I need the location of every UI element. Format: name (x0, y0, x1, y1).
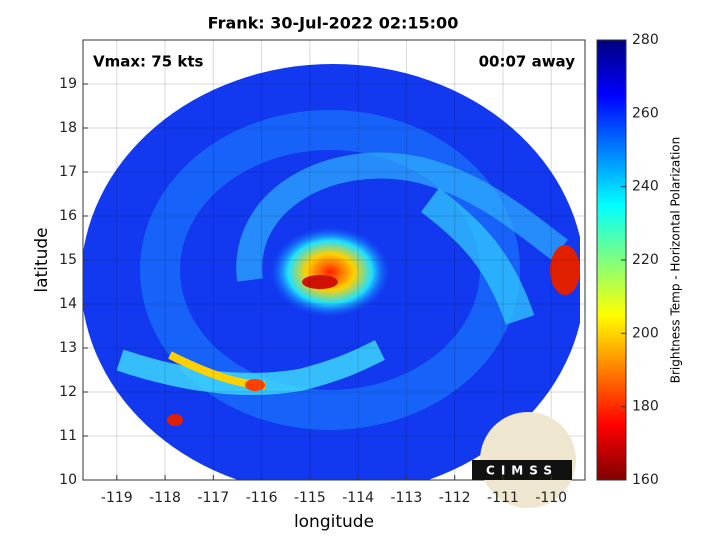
x-tick-label: -119 (101, 490, 133, 506)
x-tick-label: -113 (391, 490, 423, 506)
y-tick-label: 18 (59, 120, 77, 136)
colorbar-label: Brightness Temp - Horizontal Polarizatio… (669, 137, 683, 384)
colorbar-tick-label: 240 (632, 179, 659, 195)
x-tick-label: -115 (294, 490, 326, 506)
y-tick-label: 16 (59, 208, 77, 224)
colorbar-tick-label: 200 (632, 325, 659, 341)
colorbar-tick-label: 220 (632, 252, 659, 268)
colorbar-tick-label: 260 (632, 105, 659, 121)
colorbar-tick-label: 280 (632, 32, 659, 48)
microwave-image (83, 64, 580, 480)
y-axis-label: latitude (32, 227, 52, 292)
x-tick-label: -114 (342, 490, 374, 506)
rainband (420, 188, 535, 325)
y-tick-label: 15 (59, 252, 77, 268)
colorbar-tick-label: 160 (632, 472, 659, 488)
rainband (116, 340, 385, 395)
y-tick-label: 13 (59, 340, 77, 356)
convection (245, 379, 265, 391)
convection (550, 245, 580, 295)
x-tick-label: -117 (197, 490, 229, 506)
logo-bar (472, 460, 572, 480)
y-tick-label: 12 (59, 384, 77, 400)
y-tick-label: 14 (59, 296, 77, 312)
y-tick-label: 19 (59, 76, 77, 92)
x-tick-label: -111 (487, 490, 519, 506)
rainband (236, 152, 568, 282)
logo: CIMSS (472, 412, 576, 508)
annotation: Vmax: 75 kts (93, 53, 203, 71)
convection (167, 414, 183, 426)
annotation: 00:07 away (479, 53, 576, 71)
logo-text: CIMSS (486, 464, 558, 478)
y-tick-label: 17 (59, 164, 77, 180)
y-tick-label: 10 (59, 472, 77, 488)
colorbar-tick-label: 180 (632, 399, 659, 415)
x-tick-label: -110 (535, 490, 567, 506)
x-axis-label: longitude (294, 512, 374, 532)
x-tick-label: -118 (149, 490, 181, 506)
y-tick-label: 11 (59, 428, 77, 444)
x-tick-label: -116 (246, 490, 278, 506)
eyewall-core (302, 275, 338, 289)
eyewall (270, 227, 390, 317)
x-tick-label: -112 (439, 490, 471, 506)
chart-title: Frank: 30-Jul-2022 02:15:00 (208, 14, 459, 33)
